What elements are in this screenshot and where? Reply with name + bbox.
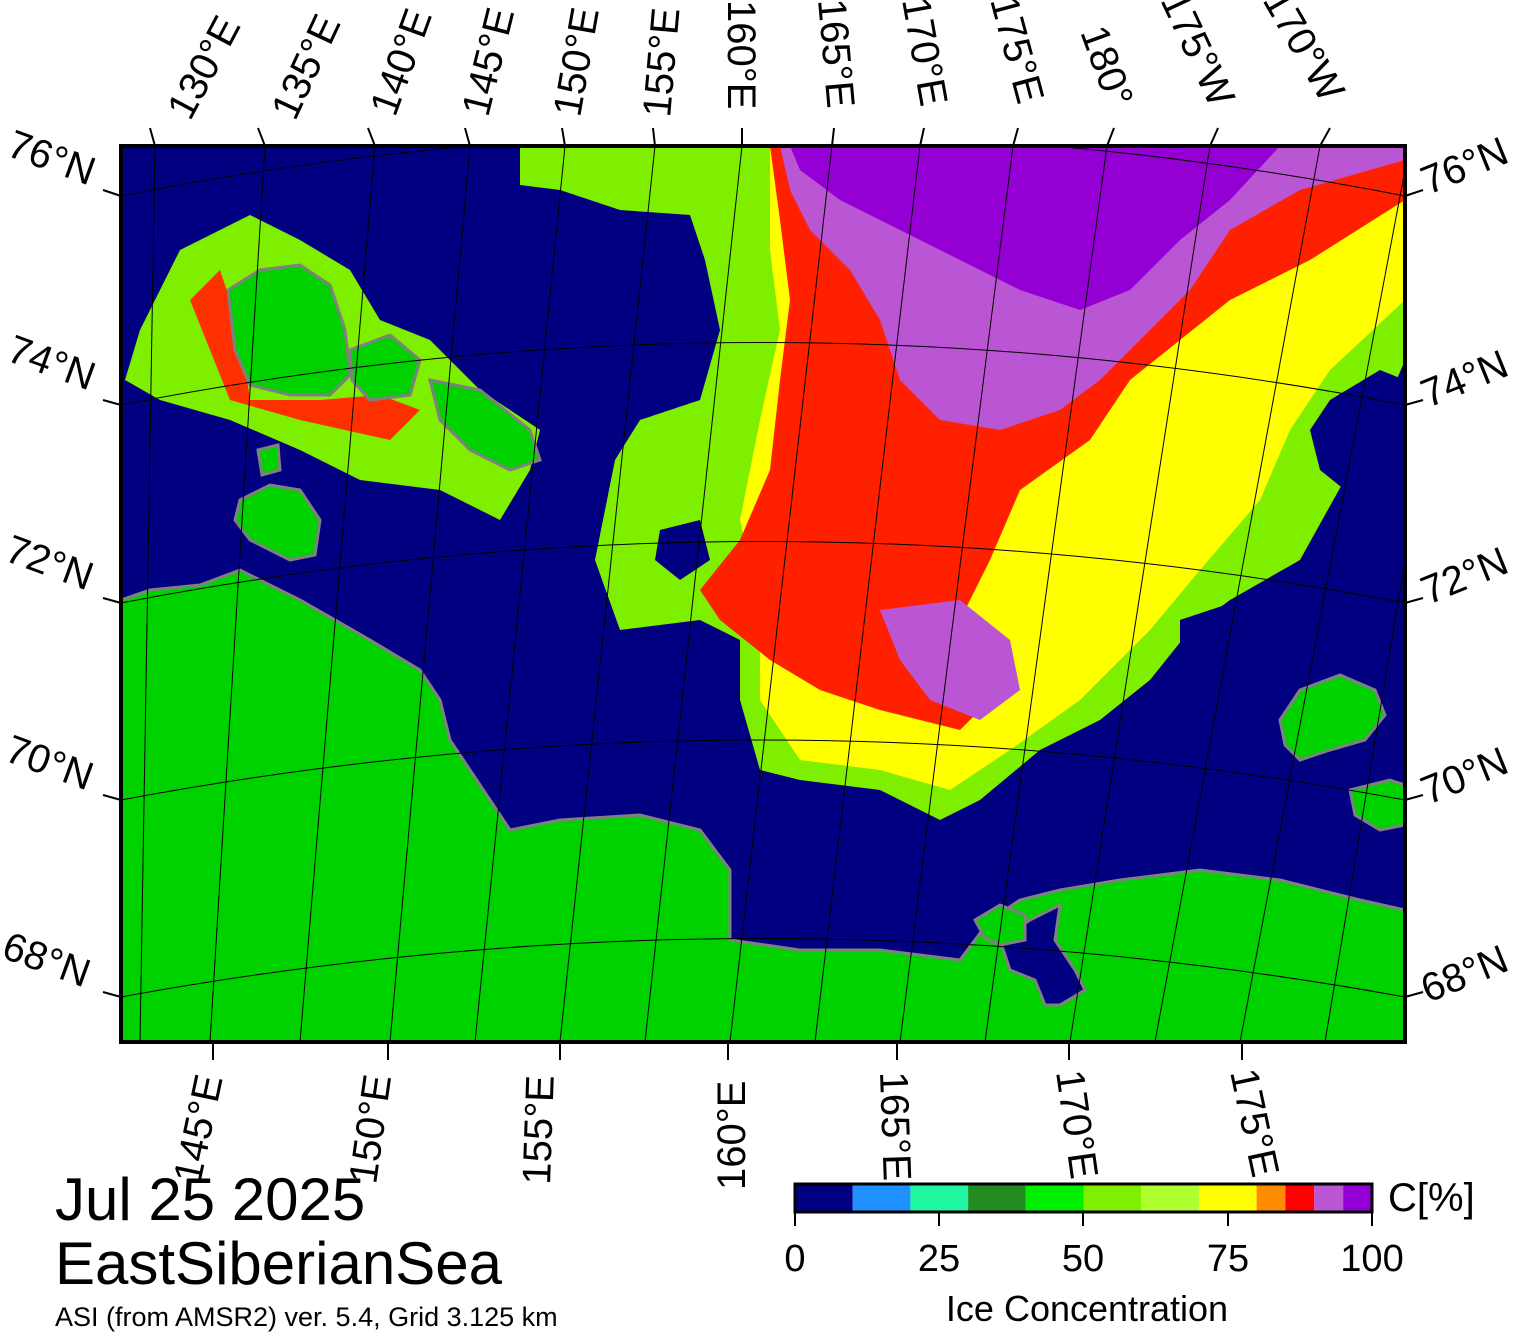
lon-label-top: 170°E — [893, 0, 955, 109]
colorbar-tick-label: 25 — [917, 1238, 961, 1280]
lat-label-left: 68°N — [0, 924, 96, 996]
meridian — [899, 146, 1014, 1042]
colorbar-title: Ice Concentration — [945, 1288, 1229, 1329]
colorbar-tick-marks — [794, 1212, 1373, 1226]
island-ice-red — [190, 270, 420, 440]
meridian — [1069, 146, 1211, 1042]
colorbar-tick-label: 0 — [784, 1238, 806, 1280]
parallel-72n — [121, 541, 1405, 604]
lat-label-left: 72°N — [0, 527, 99, 599]
frame-ticks — [102, 127, 1424, 1060]
parallel-68n — [121, 938, 1405, 998]
lon-label-bottom: 160°E — [710, 1081, 754, 1190]
open-water-polynya — [1180, 590, 1405, 720]
lat-label-left: 76°N — [2, 122, 101, 194]
meridian — [209, 146, 266, 1042]
lon-label-top: 155°E — [635, 6, 688, 119]
graticule — [121, 146, 1405, 1042]
lon-label-bottom: 165°E — [871, 1071, 919, 1182]
meridian — [559, 146, 656, 1042]
meridian — [814, 146, 921, 1042]
colorbar-bin — [1314, 1184, 1344, 1212]
map-frame — [119, 144, 1407, 1044]
lat-label-left: 74°N — [2, 327, 101, 399]
lon-label-top: 170°W — [1254, 0, 1352, 109]
colorbar-bin — [852, 1184, 911, 1212]
ayon-island — [972, 903, 1027, 947]
lon-label-bottom: 175°E — [1221, 1065, 1287, 1181]
land-masses — [121, 263, 1405, 1042]
meridian — [1154, 146, 1321, 1042]
meridian — [984, 146, 1108, 1042]
colorbar-bin — [1141, 1184, 1199, 1212]
lon-label-top: 160°E — [719, 0, 763, 109]
source-note: ASI (from AMSR2) ver. 5.4, Grid 3.125 km — [55, 1302, 558, 1332]
meridian — [139, 146, 156, 1042]
colorbar-tick-label: 100 — [1340, 1238, 1404, 1280]
lat-label-right: 74°N — [1415, 342, 1514, 416]
lat-label-right: 76°N — [1415, 129, 1514, 203]
lyakhovsky-island — [233, 483, 322, 562]
lon-label-top: 150°E — [546, 4, 608, 119]
map-region-title: EastSiberianSea — [55, 1230, 502, 1297]
parallel-76n — [121, 146, 1405, 197]
lat-label-right: 68°N — [1415, 937, 1514, 1011]
meridian — [1324, 559, 1405, 1042]
lon-label-top: 145°E — [454, 3, 523, 120]
ice-zone-full — [790, 146, 1280, 310]
lon-label-top: 180° — [1072, 20, 1142, 113]
small-island-1 — [256, 443, 282, 477]
colorbar-tick-label: 50 — [1061, 1238, 1105, 1280]
lon-label-top: 175°W — [1152, 0, 1243, 113]
ice-zone-purple-patch — [880, 600, 1020, 720]
lon-label-top: 135°E — [263, 8, 349, 126]
left-lat-labels: 76°N 74°N 72°N 70°N 68°N — [0, 122, 101, 996]
lat-label-left: 70°N — [0, 727, 99, 799]
colorbar-bin — [1025, 1184, 1084, 1212]
lon-label-bottom: 170°E — [1047, 1067, 1106, 1181]
meridian — [389, 146, 471, 1042]
colorbar — [795, 1184, 1372, 1212]
meridian — [1239, 169, 1405, 1042]
meridian — [474, 146, 566, 1042]
top-lon-labels: 130°E 135°E 140°E 145°E 150°E 155°E 160°… — [159, 0, 1353, 126]
colorbar-bin — [968, 1184, 1026, 1212]
parallel-74n — [121, 342, 1405, 406]
meridian — [299, 146, 376, 1042]
colorbar-bin — [1198, 1184, 1257, 1212]
lat-label-right: 72°N — [1415, 539, 1514, 613]
colorbar-unit: C[%] — [1388, 1176, 1475, 1220]
new-siberia-island — [348, 333, 422, 402]
colorbar-bin — [1256, 1184, 1286, 1212]
lon-label-bottom: 155°E — [515, 1074, 563, 1185]
colorbar-tick-label: 75 — [1206, 1238, 1250, 1280]
meridian — [644, 146, 743, 1042]
lon-label-top: 140°E — [362, 3, 441, 121]
kotelny-island — [226, 263, 352, 397]
lon-label-top: 175°E — [981, 0, 1052, 108]
colorbar-bin — [1083, 1184, 1142, 1212]
lon-label-top: 130°E — [159, 9, 249, 126]
siberian-mainland — [121, 568, 1405, 1042]
colorbar-bin — [1285, 1184, 1315, 1212]
lon-label-top: 165°E — [809, 0, 862, 110]
parallel-70n — [121, 739, 1405, 801]
map-date-title: Jul 25 2025 — [55, 1166, 366, 1233]
wrangel-island — [1278, 673, 1387, 762]
colorbar-bin — [795, 1184, 853, 1212]
meridian — [729, 146, 833, 1042]
right-lat-labels: 76°N 74°N 72°N 70°N 68°N — [1415, 129, 1514, 1011]
colorbar-bin — [910, 1184, 969, 1212]
lat-label-right: 70°N — [1415, 739, 1514, 813]
open-water-east — [1310, 370, 1405, 520]
colorbar-bin — [1343, 1184, 1372, 1212]
